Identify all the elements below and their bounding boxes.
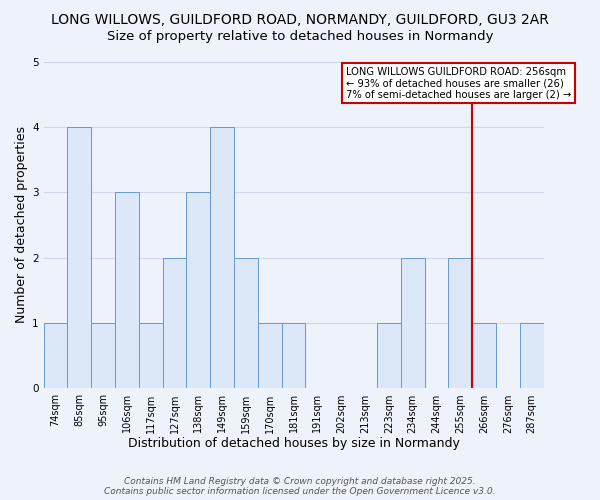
Bar: [67, 127, 91, 388]
Text: Contains HM Land Registry data © Crown copyright and database right 2025.: Contains HM Land Registry data © Crown c…: [124, 477, 476, 486]
Bar: [187, 192, 210, 388]
Text: LONG WILLOWS, GUILDFORD ROAD, NORMANDY, GUILDFORD, GU3 2AR: LONG WILLOWS, GUILDFORD ROAD, NORMANDY, …: [51, 12, 549, 26]
Bar: [115, 192, 139, 388]
Bar: [377, 323, 401, 388]
Bar: [139, 323, 163, 388]
Y-axis label: Number of detached properties: Number of detached properties: [15, 126, 28, 324]
Bar: [448, 258, 472, 388]
Bar: [258, 323, 281, 388]
Bar: [472, 323, 496, 388]
Bar: [91, 323, 115, 388]
Text: LONG WILLOWS GUILDFORD ROAD: 256sqm
← 93% of detached houses are smaller (26)
7%: LONG WILLOWS GUILDFORD ROAD: 256sqm ← 93…: [346, 66, 571, 100]
Bar: [281, 323, 305, 388]
Text: Contains public sector information licensed under the Open Government Licence v3: Contains public sector information licen…: [104, 487, 496, 496]
Bar: [520, 323, 544, 388]
Bar: [44, 323, 67, 388]
Text: Size of property relative to detached houses in Normandy: Size of property relative to detached ho…: [107, 30, 493, 43]
Bar: [210, 127, 234, 388]
Bar: [401, 258, 425, 388]
Bar: [234, 258, 258, 388]
X-axis label: Distribution of detached houses by size in Normandy: Distribution of detached houses by size …: [128, 437, 460, 450]
Bar: [163, 258, 187, 388]
